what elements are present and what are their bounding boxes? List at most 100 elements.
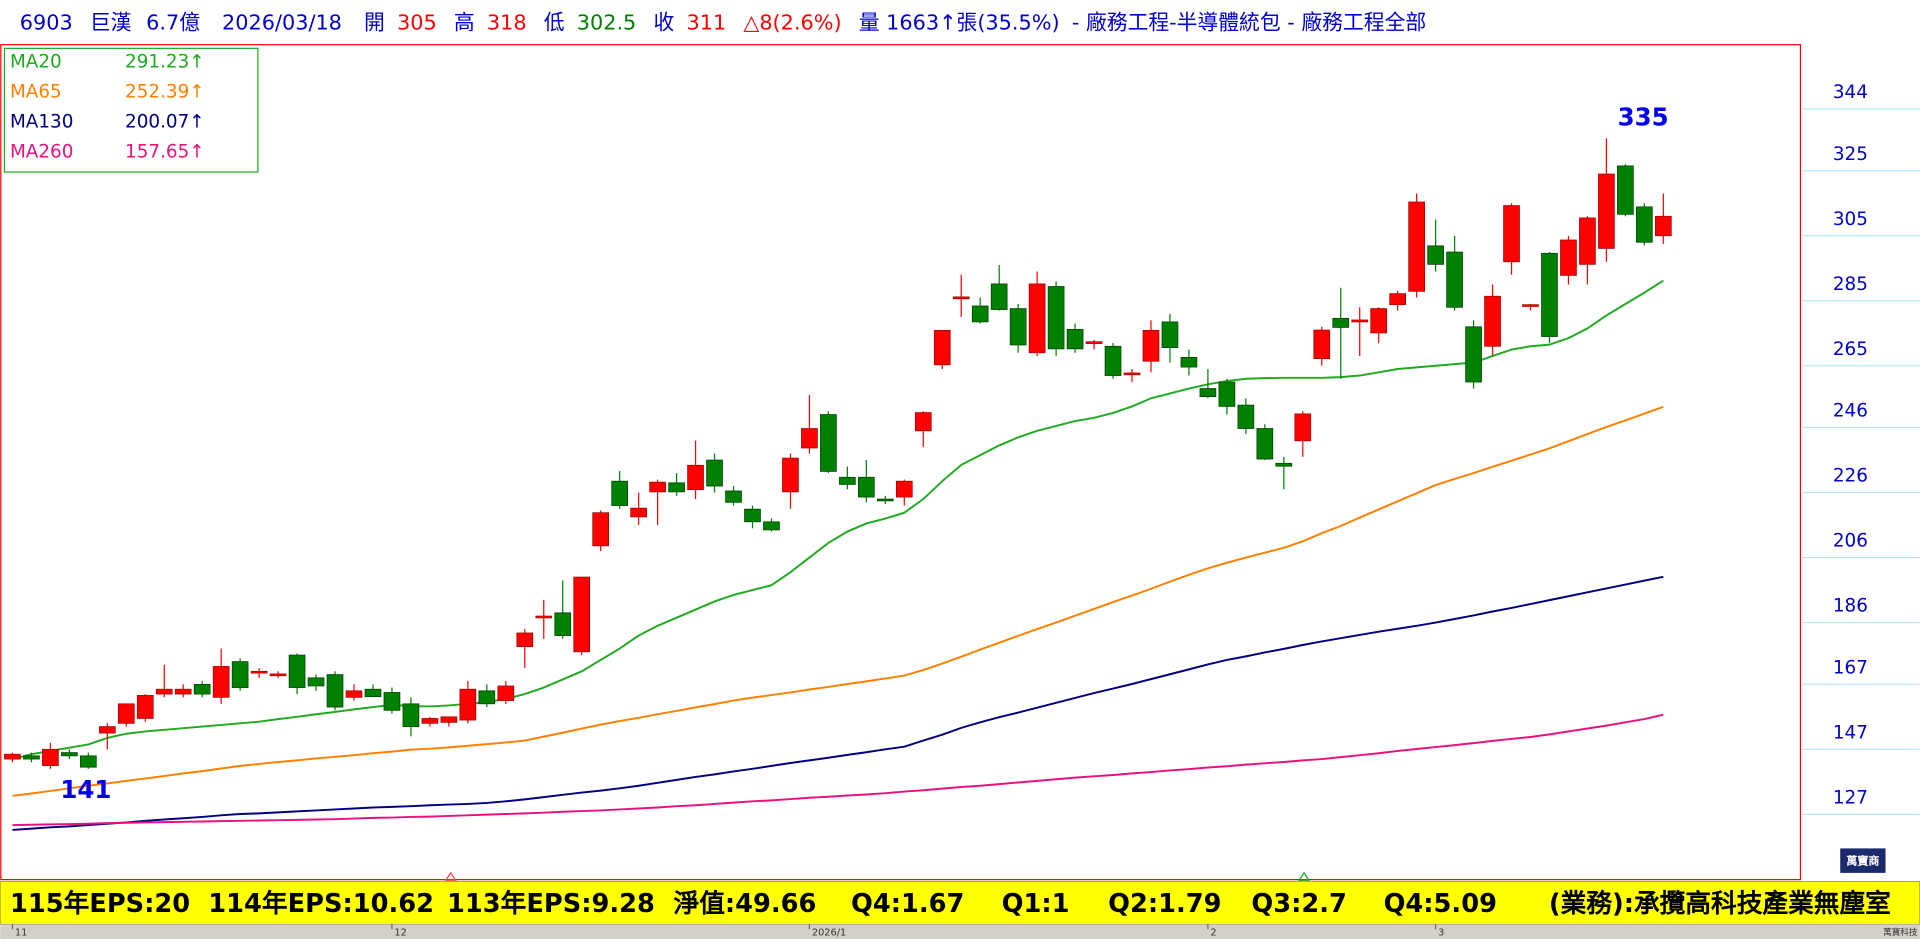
info-item: (業務):承攬高科技產業無塵室: [1549, 888, 1891, 919]
candle-body: [1598, 173, 1615, 249]
candle-body: [1123, 372, 1141, 376]
candle-body: [42, 748, 59, 766]
header-part: 6903: [20, 10, 73, 34]
candle-body: [820, 414, 837, 472]
candle-body: [1541, 252, 1558, 337]
candle-body: [706, 459, 723, 487]
legend-name: MA130: [10, 111, 73, 132]
logo-text: 萬寶商: [1846, 853, 1879, 867]
ma-line: [12, 279, 1664, 761]
candle-body: [1370, 308, 1388, 334]
candle-body: [1218, 381, 1236, 407]
info-item: Q1:1: [1002, 889, 1070, 919]
candle-body: [744, 508, 761, 523]
candle-body: [516, 632, 534, 647]
logo-box: [1840, 848, 1886, 873]
candle-body: [1522, 304, 1539, 307]
candle-body: [990, 283, 1008, 310]
candle-body: [782, 457, 799, 493]
candle-body: [117, 703, 135, 724]
x-tick-label: 11: [15, 927, 27, 938]
candle-body: [971, 305, 989, 323]
ma-line: [12, 713, 1664, 827]
header-part: 巨漢: [90, 10, 132, 34]
candle-body: [98, 726, 116, 734]
info-bar: [0, 881, 1920, 925]
header-part: 302.5: [577, 10, 637, 34]
y-tick-label: 226: [1833, 466, 1868, 487]
candle-body: [858, 476, 875, 498]
y-tick-label: 285: [1833, 274, 1868, 295]
candle-body: [1332, 317, 1350, 328]
y-tick-label: 305: [1833, 209, 1868, 230]
candle-body: [1161, 321, 1179, 348]
max-annotation: 335: [1618, 103, 1669, 132]
legend-box: [3, 47, 259, 173]
y-tick-label: 186: [1833, 596, 1868, 617]
ma-line: [12, 405, 1664, 797]
info-item: Q4:5.09: [1384, 889, 1497, 919]
x-tick-label: 3: [1438, 927, 1444, 938]
candle-body: [1389, 293, 1406, 306]
candle-body: [212, 666, 230, 698]
header-part: 318: [487, 10, 527, 34]
candle-body: [174, 688, 192, 695]
candle-body: [1237, 404, 1255, 429]
x-tick-label: 2026/1: [812, 927, 846, 938]
legend-value: 200.07↑: [125, 111, 205, 132]
header-part: 開: [364, 10, 385, 34]
info-item: 113年EPS:9.28: [447, 888, 655, 919]
header-part: - 廠務工程-半導體統包 - 廠務工程全部: [1072, 10, 1426, 34]
candle-body: [1484, 295, 1501, 347]
candle-body: [763, 521, 780, 531]
legend-name: MA260: [10, 141, 73, 162]
time-strip: [0, 924, 1920, 939]
header-part: 高: [454, 10, 475, 34]
info-item: 115年EPS:20: [10, 888, 190, 919]
candle-body: [725, 490, 742, 503]
candle-body: [1313, 329, 1331, 359]
candle-body: [1085, 341, 1103, 344]
candle-body: [1256, 428, 1274, 460]
y-tick-label: 246: [1833, 401, 1868, 422]
candle-body: [1066, 329, 1084, 350]
candle-body: [1028, 283, 1046, 354]
candle-body: [1636, 206, 1653, 243]
candle-body: [876, 498, 894, 502]
candle-body: [1408, 201, 1425, 292]
candle-body: [1351, 319, 1369, 323]
candle-body: [687, 464, 704, 490]
candle-body: [497, 685, 515, 701]
candle-body: [1104, 345, 1122, 376]
y-tick-label: 147: [1833, 722, 1868, 743]
brand-name: 萬寶科技: [1883, 926, 1918, 938]
candle-body: [421, 718, 439, 724]
candle-body: [288, 654, 306, 688]
candle-body: [383, 692, 401, 711]
candle-body: [61, 752, 78, 757]
header-part: 量 1663↑張(35.5%): [859, 10, 1060, 34]
candle-body: [1275, 462, 1293, 467]
candle-body: [933, 329, 951, 366]
candle-body: [611, 480, 628, 506]
event-marker: [444, 871, 457, 881]
candle-body: [1579, 217, 1596, 265]
candle-body: [269, 673, 287, 677]
legend-value: 157.65↑: [125, 141, 205, 162]
candle-body: [326, 674, 344, 708]
candle-body: [1142, 329, 1160, 362]
header-part: 6.7億: [146, 10, 200, 34]
candle-body: [1180, 356, 1198, 368]
y-tick-label: 344: [1833, 82, 1868, 103]
info-item: Q4:1.67: [851, 889, 964, 919]
y-tick-label: 206: [1833, 531, 1868, 552]
candle-body: [4, 753, 21, 760]
candle-body: [364, 688, 382, 698]
candle-body: [630, 507, 647, 518]
candle-body: [1446, 251, 1463, 308]
candle-body: [554, 612, 572, 636]
candle-body: [1047, 286, 1065, 350]
plot-frame: [0, 44, 1802, 881]
candle-body: [193, 683, 211, 695]
